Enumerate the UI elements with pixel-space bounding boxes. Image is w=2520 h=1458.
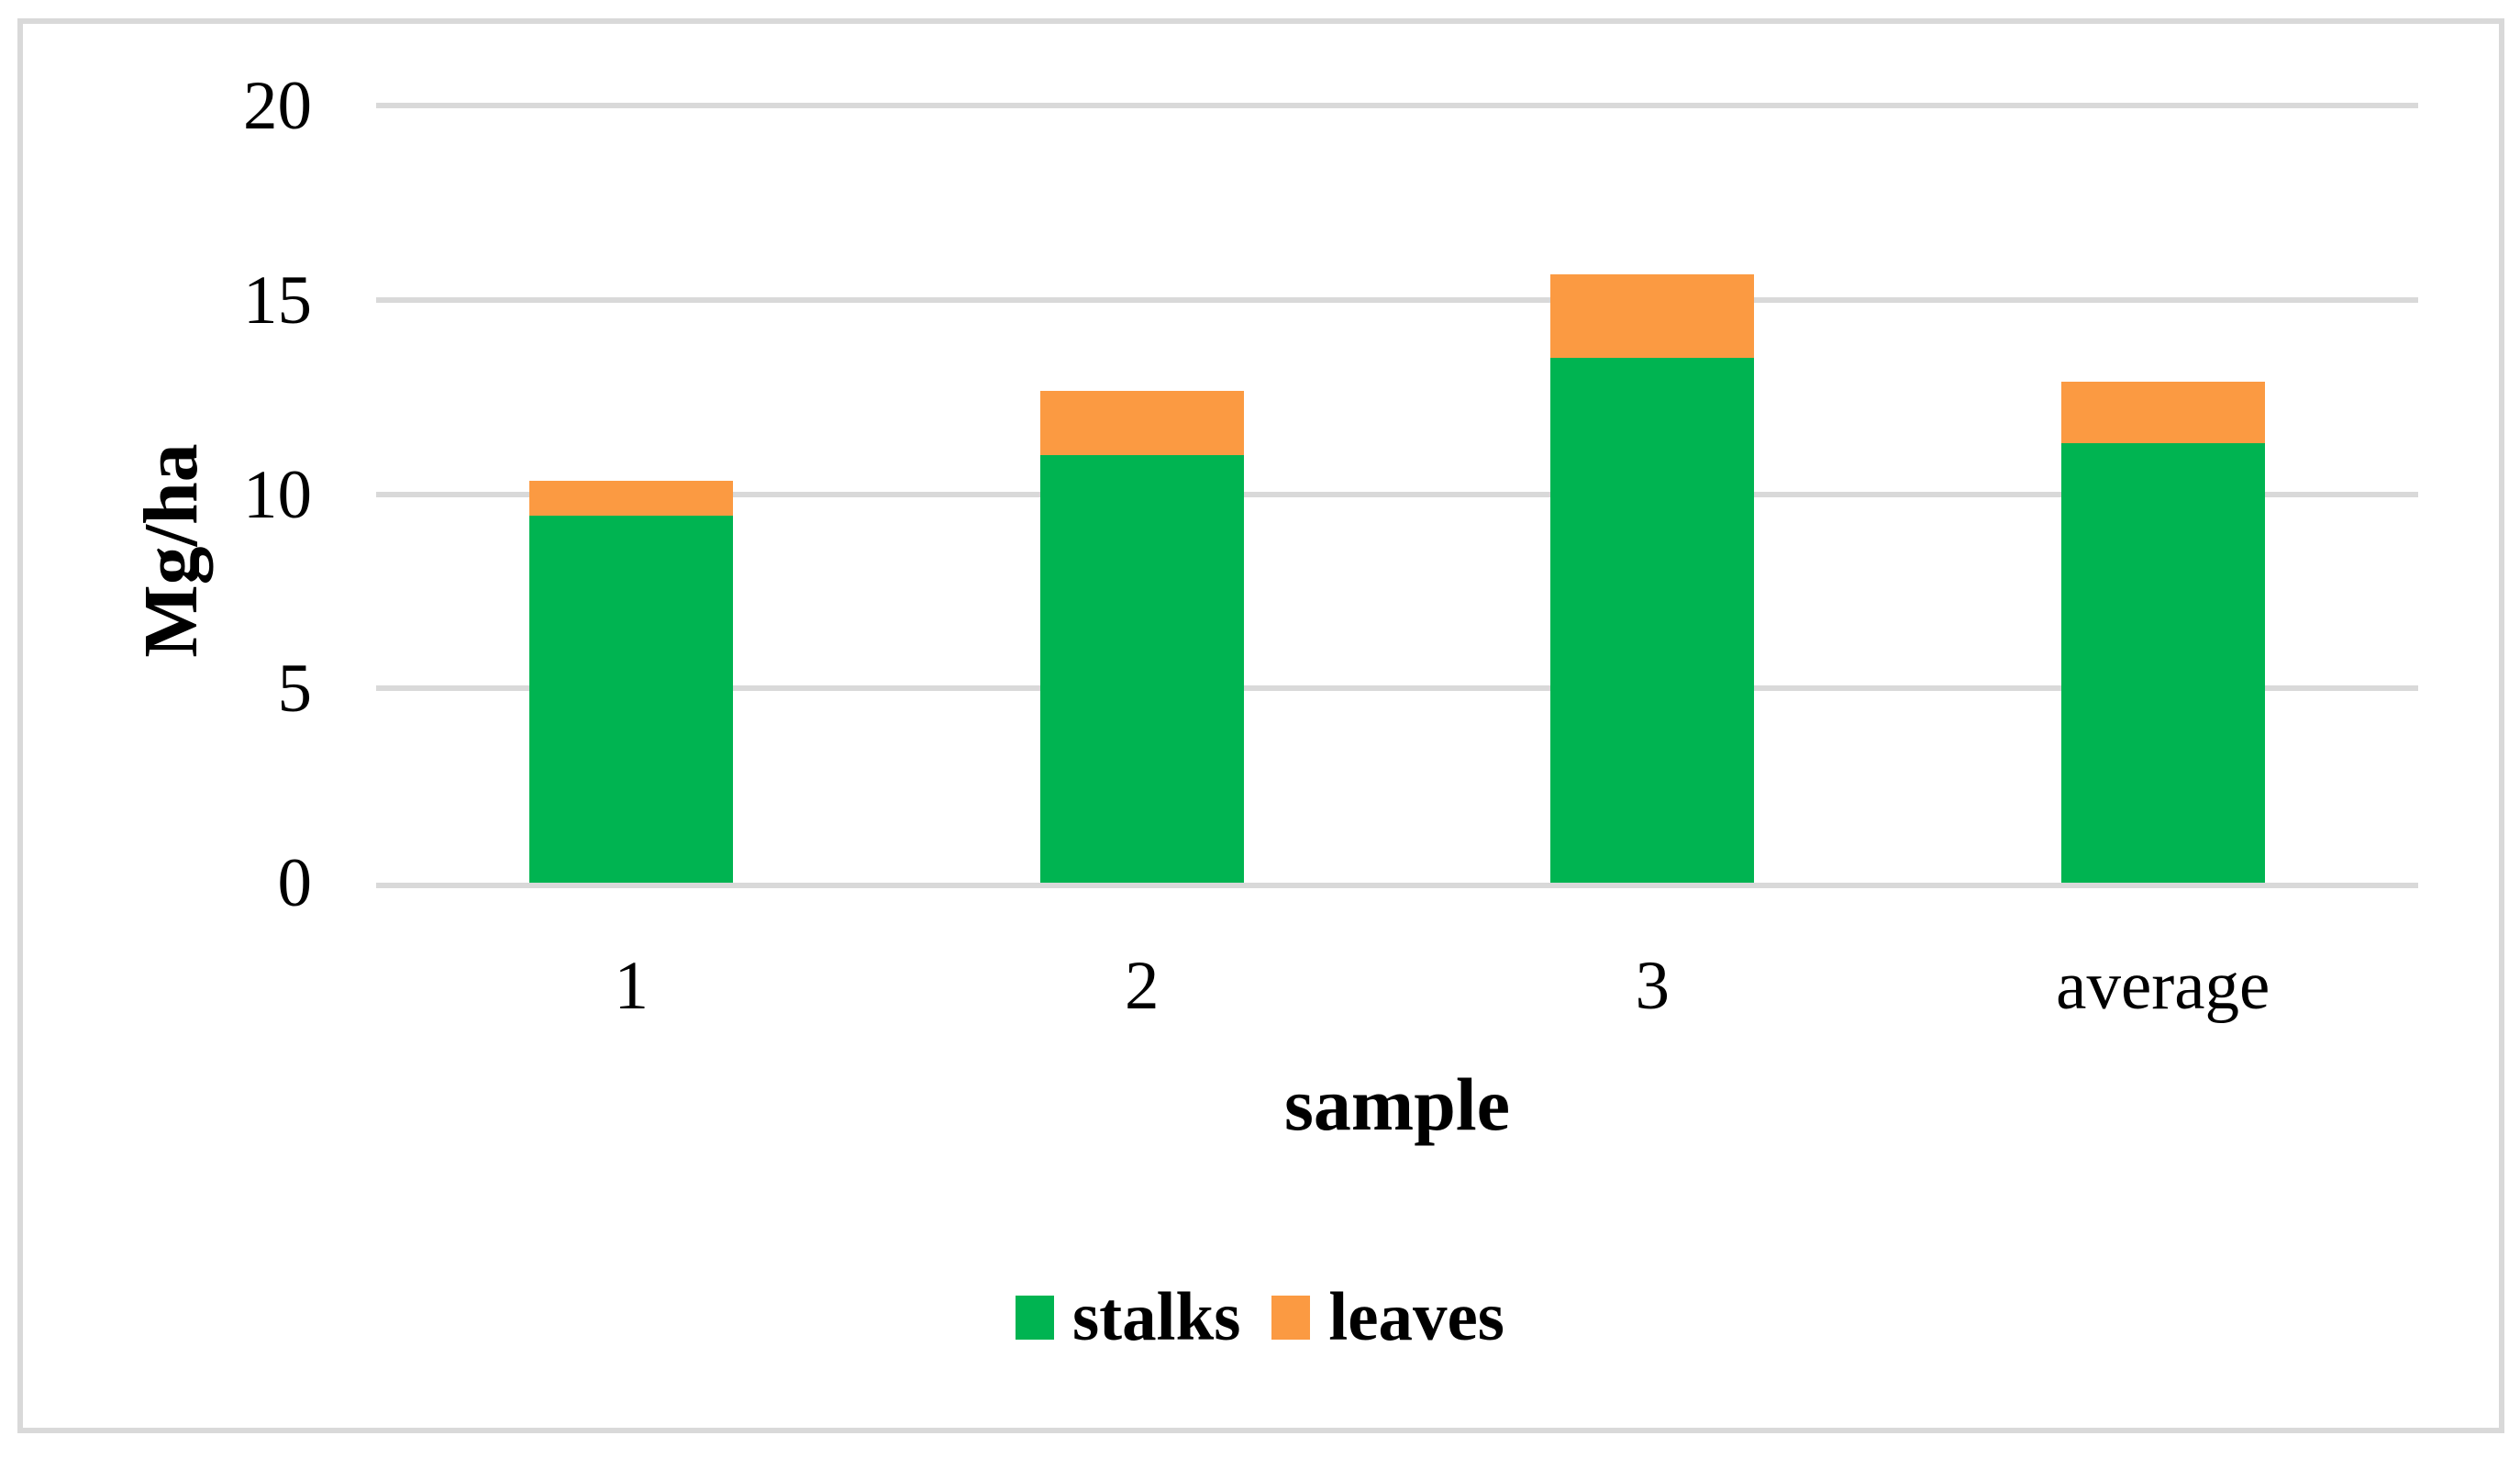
bar-3-leaves [1550, 274, 1755, 359]
x-category-label-average: average [2056, 948, 2270, 1024]
bar-3-stalks [1550, 358, 1755, 883]
y-tick-label-15: 15 [243, 262, 312, 339]
legend-item-leaves: leaves [1271, 1283, 1504, 1352]
legend: stalks leaves [0, 1283, 2520, 1352]
y-tick-label-20: 20 [243, 68, 312, 144]
y-tick-label-10: 10 [243, 456, 312, 533]
legend-item-stalks: stalks [1015, 1279, 1241, 1355]
legend-label-leaves: leaves [1328, 1279, 1504, 1355]
bar-average-leaves [2060, 381, 2265, 444]
bar-2-leaves [1039, 391, 1244, 456]
gridline-10 [376, 491, 2418, 497]
legend-label-stalks: stalks [1071, 1279, 1241, 1355]
bar-1-leaves [529, 480, 734, 516]
x-category-label-1: 1 [614, 948, 649, 1024]
bar-1-stalks [529, 515, 734, 883]
bar-average-stalks [2060, 443, 2265, 883]
bar-2-stalks [1039, 455, 1244, 883]
gridline-15 [376, 296, 2418, 303]
gridline-0 [376, 883, 2418, 888]
y-tick-label-5: 5 [277, 651, 313, 728]
x-category-label-2: 2 [1125, 948, 1160, 1024]
stalks-swatch-icon [1015, 1295, 1054, 1340]
x-category-label-3: 3 [1635, 948, 1671, 1024]
leaves-swatch-icon [1271, 1295, 1311, 1340]
gridline-20 [376, 103, 2418, 108]
x-axis-title: sample [1284, 1063, 1510, 1146]
y-tick-label-0: 0 [277, 845, 313, 921]
gridline-5 [376, 685, 2418, 692]
